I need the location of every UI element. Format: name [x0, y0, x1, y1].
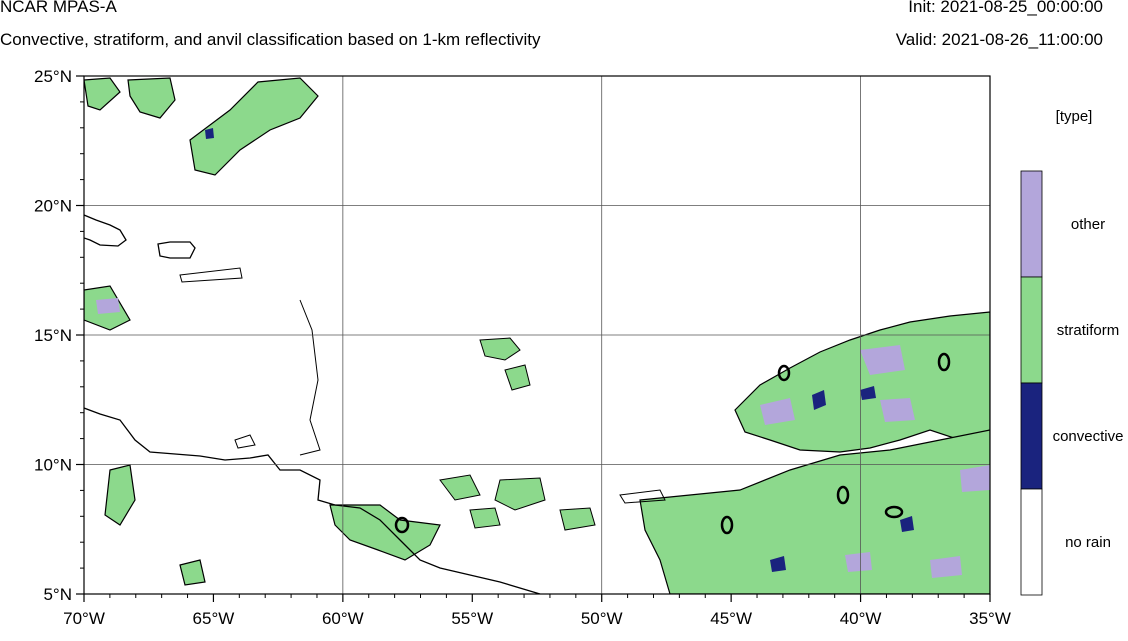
- coastline-hispaniola: [84, 214, 127, 247]
- plot-subtitle: Convective, stratiform, and anvil classi…: [0, 30, 541, 49]
- lat-tick-label: 25°N: [34, 67, 72, 86]
- lon-tick-label: 35°W: [969, 609, 1011, 628]
- coastlines: [84, 214, 541, 594]
- lon-tick-label: 45°W: [710, 609, 752, 628]
- rain-band-south: [639, 429, 990, 594]
- legend: [type] other stratiform convective no rain: [1020, 108, 1124, 596]
- lon-tick-label: 65°W: [193, 609, 235, 628]
- legend-swatch: [1020, 488, 1043, 596]
- lon-tick-label: 55°W: [451, 609, 493, 628]
- valid-time: Valid: 2021-08-26_11:00:00: [895, 30, 1103, 49]
- map-axes: 70°W 65°W 60°W 55°W 50°W 45°W 40°W 35°W 25°N 20°N…: [34, 67, 1011, 628]
- lat-tick-label: 10°N: [34, 456, 72, 475]
- map-area: [84, 76, 990, 594]
- rain-cluster-west: [84, 285, 206, 586]
- lon-tick-label: 70°W: [63, 609, 105, 628]
- legend-label: no rain: [1065, 534, 1111, 551]
- lon-tick-label: 40°W: [840, 609, 882, 628]
- legend-swatch: [1020, 170, 1043, 278]
- rain-cluster-nw: [84, 77, 319, 176]
- graticule: [84, 76, 990, 594]
- cloud-contours: [179, 267, 666, 504]
- legend-label: stratiform: [1057, 322, 1120, 339]
- precipitation-field: [84, 77, 990, 594]
- legend-label: other: [1071, 216, 1105, 233]
- plot-title: NCAR MPAS-A: [0, 0, 117, 16]
- init-time: Init: 2021-08-25_00:00:00: [908, 0, 1103, 16]
- lat-tick-label: 5°N: [43, 585, 72, 604]
- legend-label: convective: [1053, 428, 1124, 445]
- contour-ellipses: [394, 352, 951, 535]
- legend-title: [type]: [1056, 108, 1093, 125]
- legend-swatch: [1020, 382, 1043, 490]
- lon-tick-label: 60°W: [322, 609, 364, 628]
- lat-tick-label: 15°N: [34, 326, 72, 345]
- coastline-south-america: [84, 407, 541, 594]
- rain-cells-scattered: [439, 337, 596, 531]
- legend-swatch: [1020, 276, 1043, 384]
- lat-tick-label: 20°N: [34, 197, 72, 216]
- lon-tick-label: 50°W: [581, 609, 623, 628]
- rain-system-east: [734, 311, 990, 453]
- coastline-puerto-rico: [157, 241, 196, 259]
